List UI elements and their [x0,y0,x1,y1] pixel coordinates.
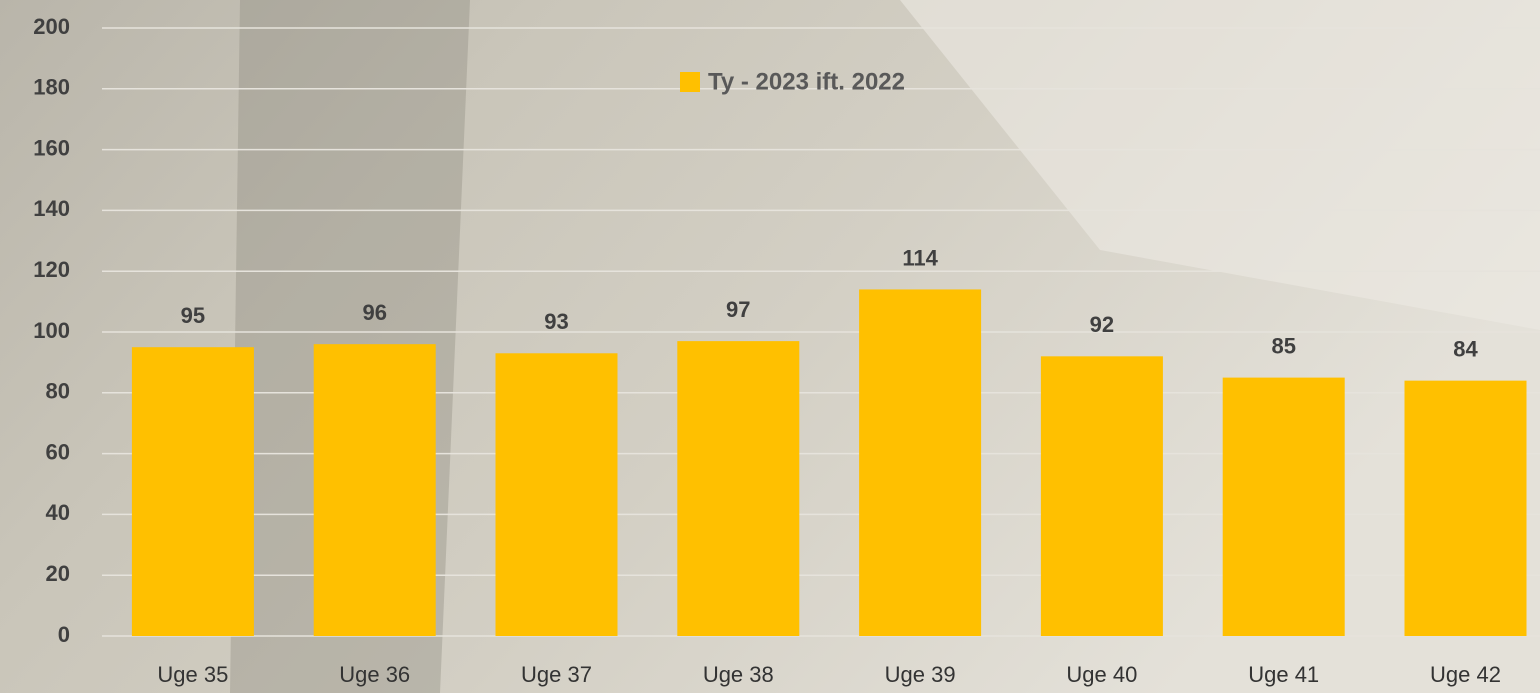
y-tick-label: 200 [33,14,70,39]
bar [1405,381,1527,636]
data-label: 92 [1090,312,1114,337]
bar [1041,356,1163,636]
chart: 0 20 40 60 80 100 120 140 160 180 200 Ty - 2023 ift… [0,0,1540,693]
y-tick-label: 40 [46,500,70,525]
bar [132,347,254,636]
legend-swatch [680,72,700,92]
data-label: 93 [544,309,568,334]
x-tick-label: Uge 37 [521,662,592,687]
y-tick-label: 160 [33,135,70,160]
bar [859,289,981,636]
x-tick-label: Uge 39 [885,662,956,687]
y-tick-label: 180 [33,75,70,100]
legend-label: Ty - 2023 ift. 2022 [708,68,905,95]
data-label: 114 [902,245,938,270]
x-tick-label: Uge 40 [1066,662,1137,687]
y-tick-label: 120 [33,257,70,282]
data-label: 95 [181,303,205,328]
y-tick-label: 60 [46,439,70,464]
bar [1223,378,1345,636]
y-tick-label: 100 [33,318,70,343]
bar [496,353,618,636]
bar [314,344,436,636]
x-tick-label: Uge 38 [703,662,774,687]
y-tick-label: 140 [33,196,70,221]
x-tick-label: Uge 41 [1248,662,1319,687]
bar [677,341,799,636]
data-label: 84 [1453,336,1478,361]
x-tick-label: Uge 36 [339,662,410,687]
x-tick-label: Uge 35 [157,662,228,687]
data-label: 97 [726,297,750,322]
data-label: 96 [362,300,386,325]
y-tick-label: 20 [46,561,70,586]
data-label: 85 [1271,333,1295,358]
x-tick-label: Uge 42 [1430,662,1501,687]
y-tick-label: 80 [46,379,70,404]
y-tick-label: 0 [58,622,70,647]
